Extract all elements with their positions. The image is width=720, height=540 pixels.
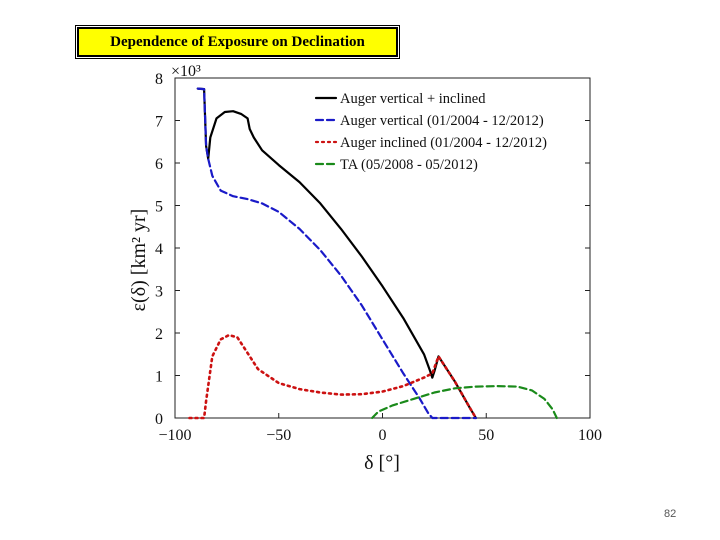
y-tick-label: 0 [155,411,163,428]
x-tick-label: 0 [379,427,387,444]
y-tick-label: 4 [155,241,163,258]
legend: Auger vertical + inclined Auger vertical … [314,91,547,173]
axis-ticks: −100 −50 0 50 100 0 1 2 3 4 5 6 7 8 [155,71,602,444]
series-line-4 [371,385,558,420]
page-number: 82 [664,508,677,520]
y-tick-label: 5 [155,199,163,216]
plot-frame [174,77,591,419]
y-tick-label: 6 [155,156,163,173]
y-axis-label: ε(δ) [km² yr] [128,209,150,312]
y-tick-label: 7 [155,114,163,131]
slide-title: Dependence of Exposure on Declination [75,25,400,59]
x-tick-label: 50 [478,427,494,444]
y-tick-label: 8 [155,71,163,88]
legend-label: Auger vertical + inclined [340,91,486,107]
series-line-3 [188,333,478,420]
y-tick-label: 2 [155,326,163,343]
y-tick-label: 1 [155,369,163,386]
legend-label: Auger inclined (01/2004 - 12/2012) [340,135,547,151]
legend-label: Auger vertical (01/2004 - 12/2012) [340,113,544,129]
series-layer [188,87,558,420]
series-line-1 [196,87,477,420]
x-axis-label: δ [°] [364,452,400,474]
x-tick-label: −50 [266,427,291,444]
y-tick-label: 3 [155,284,163,301]
x-tick-label: 100 [578,427,602,444]
legend-label: TA (05/2008 - 05/2012) [340,157,478,173]
series-line-2 [196,87,477,420]
x-tick-label: −100 [158,427,191,444]
y-multiplier: ×10³ [171,63,201,80]
